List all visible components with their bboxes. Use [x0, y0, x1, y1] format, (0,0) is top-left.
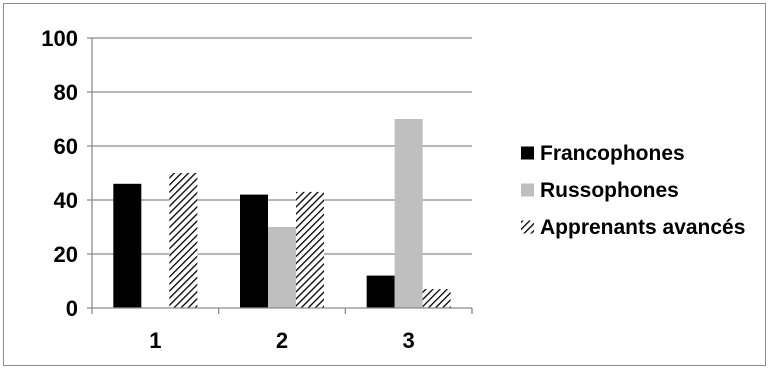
legend-label: Russophones	[540, 179, 679, 202]
legend-label: Francophones	[540, 142, 685, 165]
bar-francophones-2	[240, 194, 268, 308]
tick-labels: 0 20 40 60 80 100 1 2 3	[41, 26, 415, 353]
bar-francophones-3	[366, 275, 395, 308]
bar-russophones-2	[268, 227, 296, 308]
bars	[113, 119, 451, 308]
x-tick-label: 3	[403, 328, 415, 353]
legend-swatch	[521, 220, 534, 234]
bar-apprenants-avanc-s-3	[422, 289, 451, 308]
y-tick-label: 60	[54, 134, 78, 159]
x-tick-label: 1	[149, 328, 161, 353]
y-tick-label: 40	[54, 188, 78, 213]
x-tick-label: 2	[276, 328, 288, 353]
legend-swatch	[521, 183, 534, 197]
legend: Francophones Russophones Apprenants avancé…	[521, 142, 745, 239]
y-tick-label: 80	[54, 80, 78, 105]
y-tick-label: 20	[54, 242, 78, 267]
y-tick-label: 0	[66, 296, 78, 321]
y-tick-label: 100	[41, 26, 78, 51]
axes	[87, 37, 473, 314]
legend-swatch	[521, 146, 534, 160]
bar-russophones-3	[394, 119, 423, 308]
bar-francophones-1	[113, 183, 142, 308]
legend-label: Apprenants avancés	[540, 216, 745, 239]
bar-apprenants-avanc-s-2	[296, 191, 324, 308]
bar-apprenants-avanc-s-1	[169, 173, 198, 308]
